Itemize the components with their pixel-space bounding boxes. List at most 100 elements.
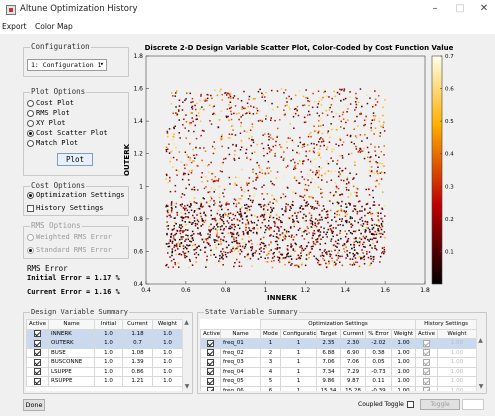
- row-active-cell[interactable]: [26, 376, 49, 387]
- row-history-active[interactable]: [415, 357, 438, 368]
- checkbox-icon[interactable]: [423, 387, 430, 391]
- checkbox-icon[interactable]: [207, 358, 214, 366]
- row-history-weight[interactable]: 1.00: [437, 357, 477, 368]
- radio-standard-rms[interactable]: Standard RMS Error: [27, 246, 112, 255]
- table-row[interactable]: INNERK 1.0 1.18 1.0: [26, 328, 183, 339]
- row-history-active[interactable]: [415, 347, 438, 358]
- checkbox-icon[interactable]: [34, 330, 41, 338]
- row-active-cell[interactable]: [200, 385, 221, 391]
- row-weight[interactable]: 1.0: [152, 328, 183, 339]
- checkbox-icon[interactable]: [207, 339, 214, 347]
- row-active-cell[interactable]: [200, 357, 221, 368]
- scroll-up-icon[interactable]: ▲: [184, 319, 189, 326]
- row-history-active[interactable]: [415, 385, 438, 391]
- scatter-point: [203, 211, 205, 213]
- scatter-point: [206, 180, 209, 182]
- radio-xy-plot[interactable]: XY Plot: [27, 119, 66, 128]
- checkbox-icon[interactable]: [423, 377, 430, 385]
- plot-button[interactable]: Plot: [57, 153, 93, 166]
- radio-optimization-settings[interactable]: Optimization Settings: [27, 191, 125, 200]
- row-weight[interactable]: 1.00: [391, 357, 416, 368]
- row-active-cell[interactable]: [26, 366, 49, 377]
- row-weight[interactable]: 1.00: [391, 385, 416, 391]
- checkbox-icon[interactable]: [207, 377, 214, 385]
- checkbox-icon[interactable]: [34, 377, 41, 385]
- row-weight[interactable]: 1.0: [152, 376, 183, 387]
- done-button[interactable]: Done: [23, 399, 45, 411]
- state-table-scrollbar[interactable]: ▲ ▼: [476, 319, 484, 391]
- radio-cost-plot[interactable]: Cost Plot: [27, 99, 74, 108]
- row-history-weight[interactable]: 1.00: [437, 385, 477, 391]
- table-row[interactable]: freq_06 6 1 15.34 15.28 -0.39 1.00 1.00: [200, 385, 477, 391]
- row-weight[interactable]: 1.00: [391, 338, 416, 349]
- table-row[interactable]: freq_03 3 1 7.06 7.06 0.05 1.00 1.00: [200, 357, 477, 368]
- row-weight[interactable]: 1.0: [152, 357, 183, 368]
- scroll-down-icon[interactable]: ▼: [478, 383, 484, 390]
- row-history-weight[interactable]: 1.00: [437, 347, 477, 358]
- configuration-select[interactable]: 1: Configuration 1 ▾: [27, 59, 107, 71]
- scatter-point: [171, 254, 173, 257]
- row-history-weight[interactable]: 1.00: [437, 376, 477, 387]
- radio-weighted-rms[interactable]: Weighted RMS Error: [27, 233, 112, 242]
- table-row[interactable]: freq_02 2 1 6.88 6.90 0.38 1.00 1.00: [200, 347, 477, 358]
- row-history-weight[interactable]: 1.00: [437, 366, 477, 377]
- table-row[interactable]: freq_04 4 1 7.34 7.29 -0.73 1.00 1.00: [200, 366, 477, 377]
- menu-export[interactable]: Export: [2, 22, 27, 31]
- checkbox-icon[interactable]: [423, 358, 430, 366]
- checkbox-icon[interactable]: [207, 368, 214, 376]
- checkbox-icon[interactable]: [423, 368, 430, 376]
- scatter-point: [318, 115, 320, 117]
- row-active-cell[interactable]: [200, 366, 221, 377]
- row-weight[interactable]: 1.00: [391, 376, 416, 387]
- row-active-cell[interactable]: [26, 347, 49, 358]
- table-row[interactable]: freq_01 1 1 2.35 2.30 -2.02 1.00 1.00: [200, 338, 477, 349]
- minimize-button[interactable]: –: [432, 3, 438, 14]
- checkbox-icon[interactable]: [423, 339, 430, 347]
- checkbox-icon[interactable]: [406, 401, 414, 408]
- row-history-active[interactable]: [415, 376, 438, 387]
- maximize-button[interactable]: □: [455, 3, 465, 14]
- table-row[interactable]: RSUPPE 1.0 1.21 1.0: [26, 376, 183, 387]
- scatter-point: [172, 139, 174, 141]
- row-history-active[interactable]: [415, 338, 438, 349]
- row-active-cell[interactable]: [200, 347, 221, 358]
- checkbox-icon[interactable]: [34, 368, 41, 376]
- checkbox-icon[interactable]: [207, 349, 214, 357]
- table-row[interactable]: LSUPPE 1.0 0.86 1.0: [26, 366, 183, 377]
- scatter-point: [311, 207, 313, 209]
- row-weight[interactable]: 1.00: [391, 366, 416, 377]
- row-weight[interactable]: 1.00: [391, 347, 416, 358]
- row-history-weight[interactable]: 1.00: [437, 338, 477, 349]
- row-active-cell[interactable]: [26, 328, 49, 339]
- scroll-down-icon[interactable]: ▼: [184, 383, 190, 390]
- scroll-up-icon[interactable]: ▲: [478, 337, 483, 344]
- table-row[interactable]: BUSCONNE 1.0 1.39 1.0: [26, 357, 183, 368]
- row-active-cell[interactable]: [200, 376, 221, 387]
- checkbox-icon[interactable]: [34, 349, 41, 357]
- table-row[interactable]: BUSE 1.0 1.08 1.0: [26, 347, 183, 358]
- radio-rms-plot[interactable]: RMS Plot: [27, 109, 70, 118]
- checkbox-icon[interactable]: [34, 358, 41, 366]
- table-row[interactable]: OUTERK 1.0 0.7 1.0: [26, 338, 183, 349]
- toggle-value-field[interactable]: [462, 399, 484, 410]
- checkbox-icon[interactable]: [423, 349, 430, 357]
- design-table-scrollbar[interactable]: ▲ ▼: [182, 319, 190, 391]
- row-weight[interactable]: 1.0: [152, 338, 183, 349]
- table-row[interactable]: freq_05 5 1 9.86 9.87 0.11 1.00 1.00: [200, 376, 477, 387]
- row-active-cell[interactable]: [26, 357, 49, 368]
- radio-cost-scatter-plot[interactable]: Cost Scatter Plot: [27, 129, 108, 138]
- scatter-point: [193, 253, 196, 255]
- row-history-active[interactable]: [415, 366, 438, 377]
- checkbox-icon[interactable]: [34, 339, 41, 347]
- menu-color-map[interactable]: Color Map: [35, 22, 73, 31]
- checkbox-icon[interactable]: [207, 387, 214, 391]
- coupled-toggle[interactable]: Coupled Toggle: [358, 401, 414, 408]
- row-active-cell[interactable]: [200, 338, 221, 349]
- row-active-cell[interactable]: [26, 338, 49, 349]
- checkbox-history-settings[interactable]: History Settings: [27, 204, 103, 213]
- toggle-button[interactable]: Toggle: [420, 399, 460, 410]
- row-weight[interactable]: 1.0: [152, 366, 183, 377]
- close-button[interactable]: ✕: [479, 3, 489, 14]
- radio-match-plot[interactable]: Match Plot: [27, 139, 78, 148]
- row-weight[interactable]: 1.0: [152, 347, 183, 358]
